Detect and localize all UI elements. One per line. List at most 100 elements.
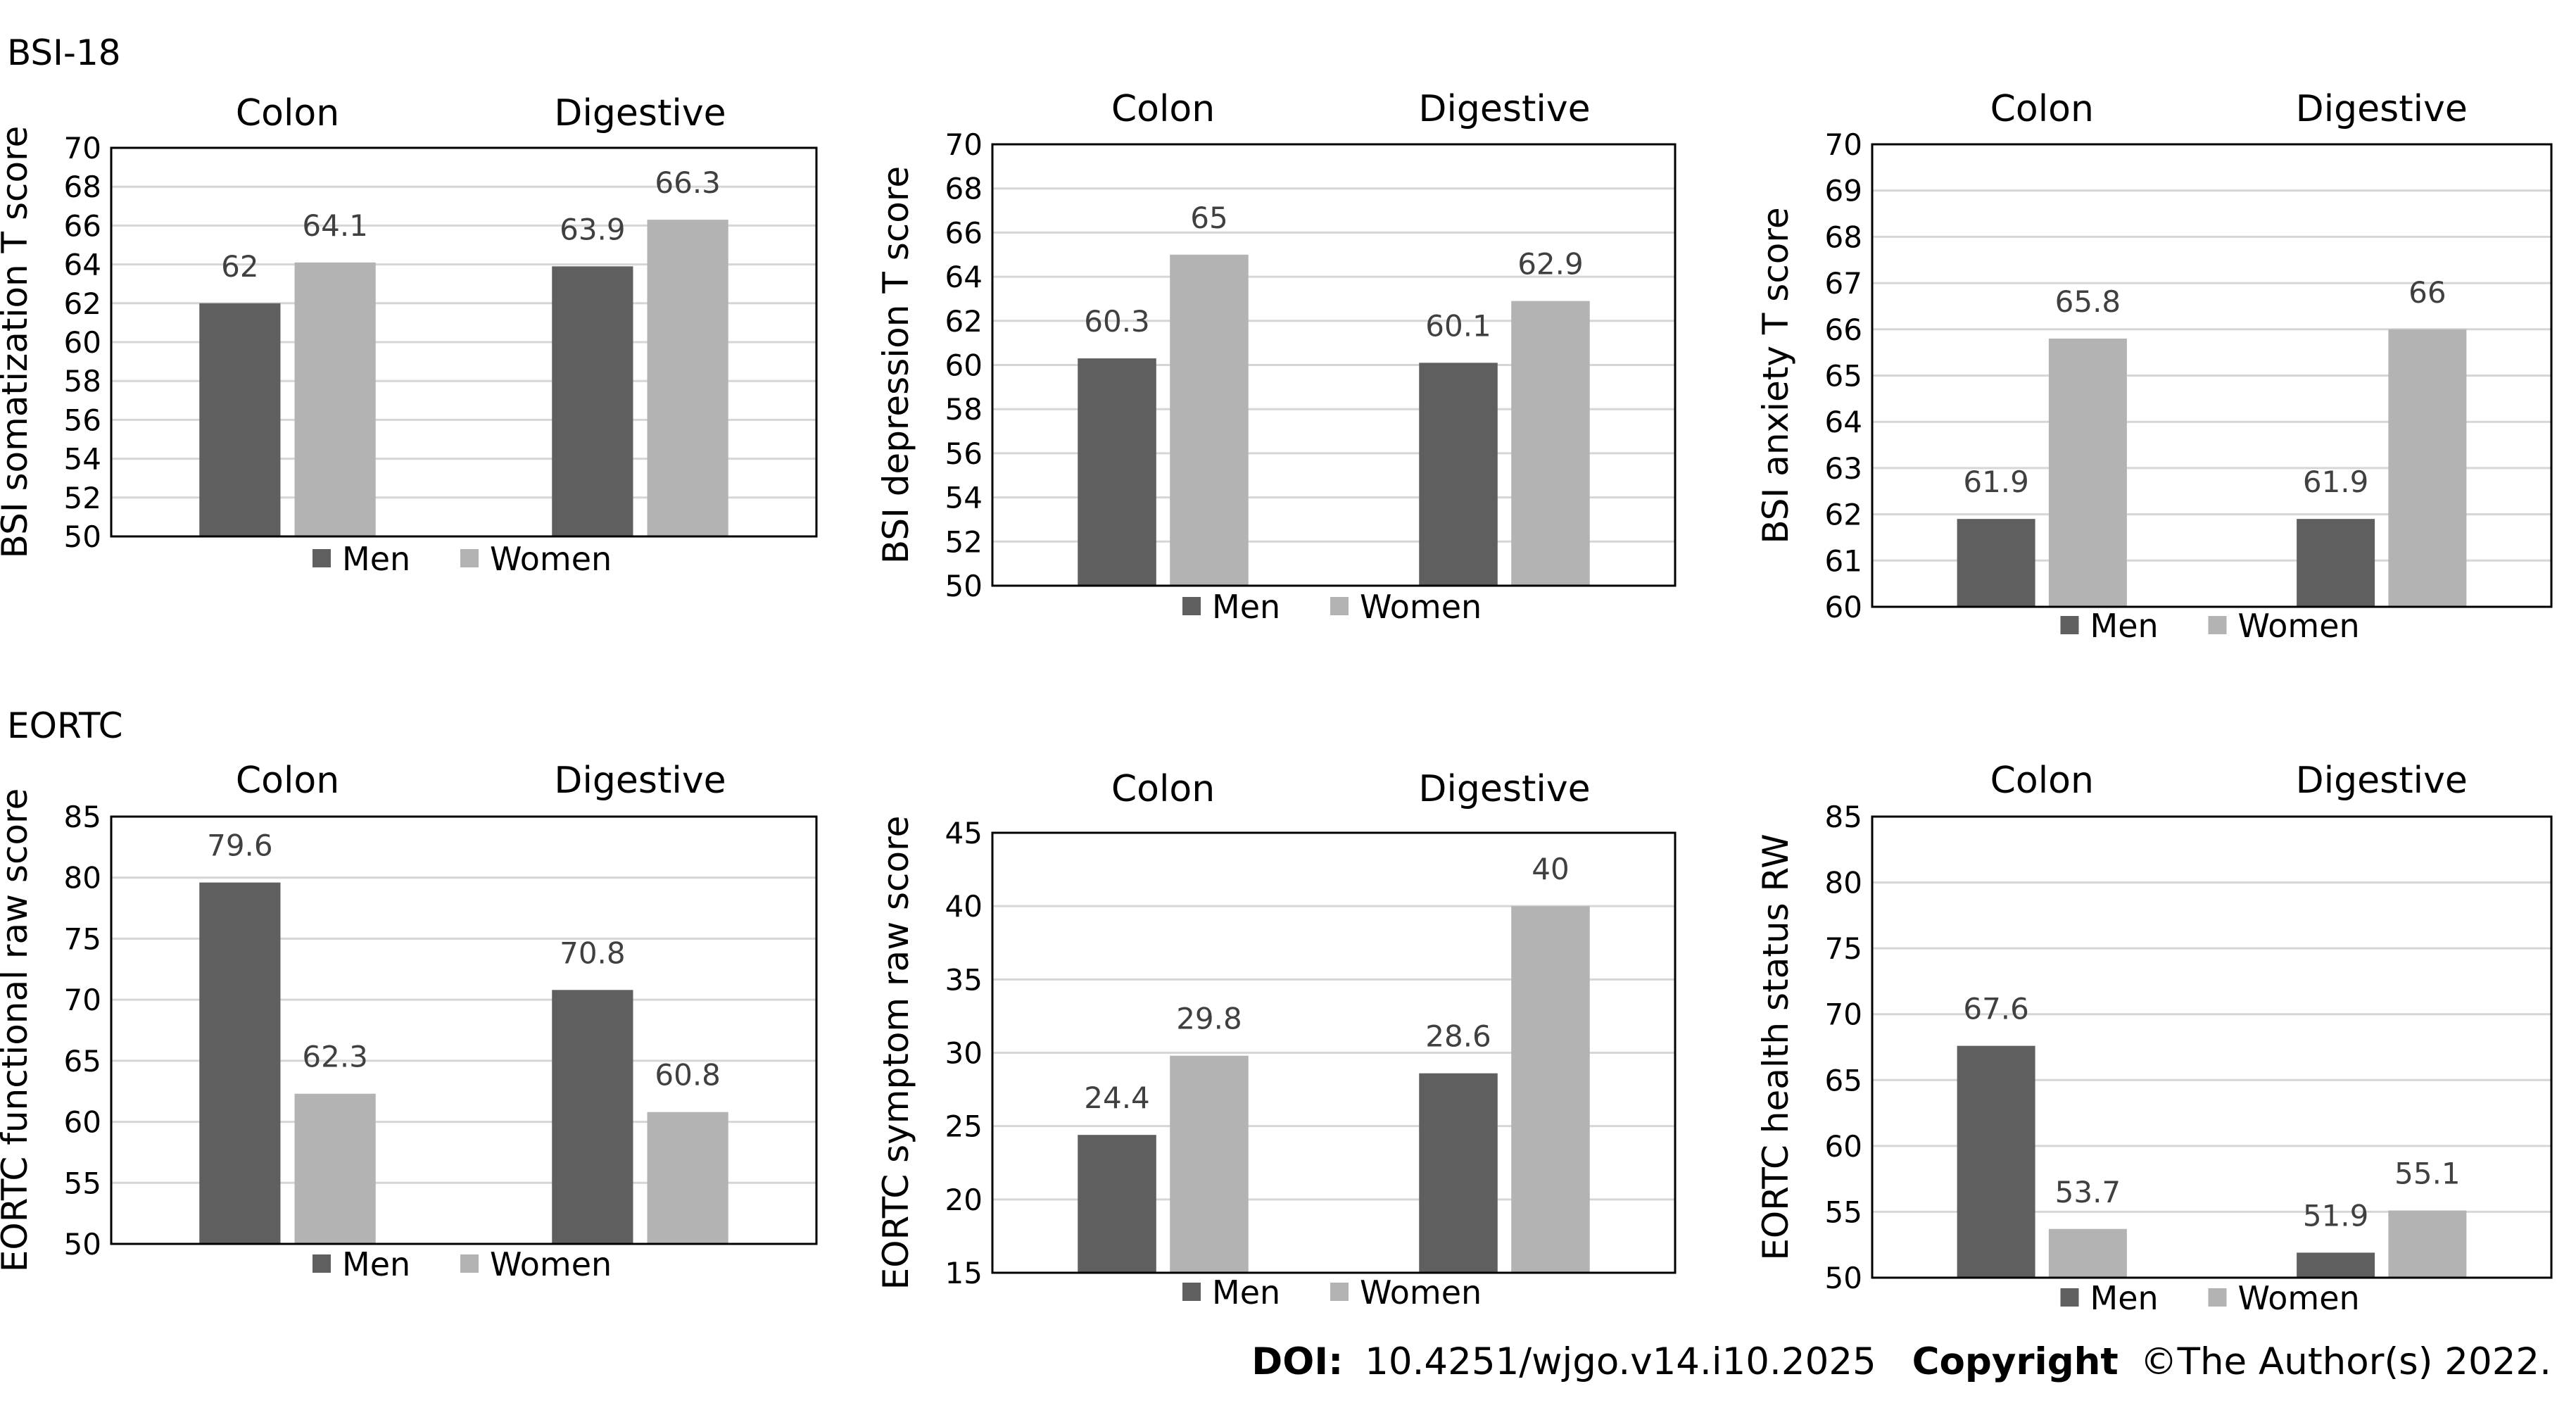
y-tick-label: 40 (945, 889, 983, 924)
y-tick-label: 60 (64, 1105, 101, 1140)
y-tick-label: 80 (1825, 866, 1862, 900)
y-tick-label: 68 (1825, 220, 1862, 254)
y-tick-label: 50 (64, 1227, 101, 1261)
y-axis-label: EORTC symptom raw score (876, 816, 916, 1290)
category-label-colon: Colon (236, 92, 339, 134)
bar-women-colon (1170, 254, 1249, 586)
y-tick-label: 30 (945, 1036, 983, 1071)
chart-eortc-health: 50 55 60 65 70 75 80 85 67.6 53.7 Colon 51.9 55.1 Dig… (1755, 760, 2553, 1317)
doi-label: DOI: (1251, 1340, 1343, 1383)
y-tick-label: 75 (1825, 931, 1862, 966)
data-label: 65.8 (2055, 284, 2121, 319)
bar-men-colon (1957, 519, 2035, 607)
legend-label-women: Women (2238, 1279, 2360, 1317)
y-tick-label: 70 (1825, 998, 1862, 1032)
bar-men-colon (1078, 1135, 1156, 1273)
doi-value: 10.4251/wjgo.v14.i10.2025 (1365, 1340, 1876, 1383)
data-label: 29.8 (1176, 1002, 1242, 1036)
legend-swatch-women (460, 549, 479, 567)
y-axis-label: BSI somatization T score (0, 126, 35, 559)
legend-label-women: Women (490, 540, 612, 578)
bar-women-digestive (647, 1112, 728, 1244)
y-tick-label: 66 (1825, 313, 1862, 347)
y-tick-label: 80 (64, 861, 101, 895)
legend-swatch-women (1330, 597, 1349, 615)
plot-frame (110, 815, 818, 1245)
bar-men-digestive (1419, 1073, 1498, 1273)
data-label: 62.3 (302, 1040, 368, 1074)
y-tick-label: 50 (64, 520, 101, 554)
y-axis-label: EORTC functional raw score (0, 788, 35, 1272)
data-label: 67.6 (1963, 992, 2029, 1026)
y-tick-label: 65 (64, 1044, 101, 1078)
y-tick-label: 50 (1825, 1261, 1862, 1295)
y-tick-label: 62 (1825, 498, 1862, 532)
bar-men-colon (199, 882, 281, 1244)
bar-women-colon (294, 1093, 376, 1244)
bar-women-colon (1170, 1055, 1249, 1273)
y-tick-label: 65 (1825, 1063, 1862, 1097)
y-tick-label: 60 (1825, 590, 1862, 624)
y-tick-label: 58 (64, 364, 101, 398)
y-tick-label: 52 (945, 524, 983, 559)
copyright-label: Copyright (1912, 1340, 2119, 1383)
category-label-digestive: Digestive (554, 760, 726, 802)
legend-swatch-men (312, 549, 331, 567)
y-tick-label: 58 (945, 392, 983, 427)
y-tick-label: 66 (945, 215, 983, 250)
y-tick-label: 55 (1825, 1195, 1862, 1229)
legend-swatch-women (2208, 616, 2227, 634)
chart-bsi-anxiety: 60 61 62 63 64 65 66 67 68 69 70 61.9 65.8 Colon 61.9 6… (1755, 88, 2553, 645)
y-tick-label: 62 (64, 287, 101, 321)
data-label: 60.8 (655, 1058, 721, 1093)
data-label: 70.8 (560, 936, 626, 970)
y-tick-label: 68 (64, 170, 101, 204)
y-tick-label: 35 (945, 962, 983, 997)
legend-swatch-men (312, 1254, 331, 1273)
charts-group: 50 52 54 56 58 60 62 64 66 68 70 62 64.1 Colon 63.9 66.… (0, 88, 2553, 1317)
legend-label-men: Men (342, 1245, 410, 1283)
y-axis-label: BSI depression T score (876, 166, 916, 564)
bar-men-digestive (2297, 1252, 2375, 1278)
category-label-digestive: Digestive (554, 92, 726, 134)
category-label-digestive: Digestive (2296, 760, 2468, 802)
y-tick-label: 64 (945, 260, 983, 294)
legend-label-men: Men (1212, 588, 1280, 626)
legend-swatch-women (2208, 1288, 2227, 1307)
bar-men-digestive (2297, 519, 2375, 607)
bar-women-digestive (1511, 906, 1590, 1273)
chart-eortc-symptom: 15 20 25 30 35 40 45 24.4 29.8 Colon 28.6 40 Digesti… (876, 768, 1677, 1311)
bar-women-digestive (2388, 329, 2467, 607)
y-tick-label: 56 (945, 436, 983, 471)
legend-swatch-men (2060, 616, 2079, 634)
copyright-value: ©The Author(s) 2022. (2140, 1340, 2551, 1383)
y-tick-label: 62 (945, 304, 983, 339)
category-label-digestive: Digestive (1418, 88, 1590, 130)
y-tick-label: 67 (1825, 266, 1862, 301)
legend-swatch-men (1182, 1283, 1201, 1301)
data-label: 40 (1532, 852, 1569, 886)
chart-bsi-depression: 50 52 54 56 58 60 62 64 66 68 70 60.3 65 Colon 60.1 62.… (876, 88, 1677, 626)
y-tick-label: 45 (945, 816, 983, 850)
data-label: 60.1 (1425, 308, 1491, 343)
legend-swatch-women (460, 1254, 479, 1273)
category-label-colon: Colon (1990, 88, 2094, 130)
bar-women-digestive (2388, 1210, 2467, 1278)
bar-men-colon (199, 303, 281, 536)
data-label: 66.3 (655, 165, 721, 200)
chart-bsi-somatization: 50 52 54 56 58 60 62 64 66 68 70 62 64.1 Colon 63.9 66.… (0, 92, 818, 578)
data-label: 51.9 (2303, 1198, 2369, 1233)
bar-men-digestive (1419, 363, 1498, 586)
y-axis-label: EORTC health status RW (1755, 833, 1796, 1260)
y-tick-label: 69 (1825, 174, 1862, 208)
y-tick-label: 70 (945, 127, 983, 162)
y-tick-label: 54 (64, 442, 101, 477)
data-label: 64.1 (302, 208, 368, 243)
legend-swatch-women (1330, 1283, 1349, 1301)
y-tick-label: 60 (1825, 1129, 1862, 1164)
doi-footer: DOI: 10.4251/wjgo.v14.i10.2025 Copyright… (1251, 1340, 2551, 1383)
plot-frame (110, 146, 818, 538)
y-tick-label: 65 (1825, 359, 1862, 394)
legend-label-men: Men (2090, 1279, 2159, 1317)
category-label-colon: Colon (236, 760, 339, 802)
